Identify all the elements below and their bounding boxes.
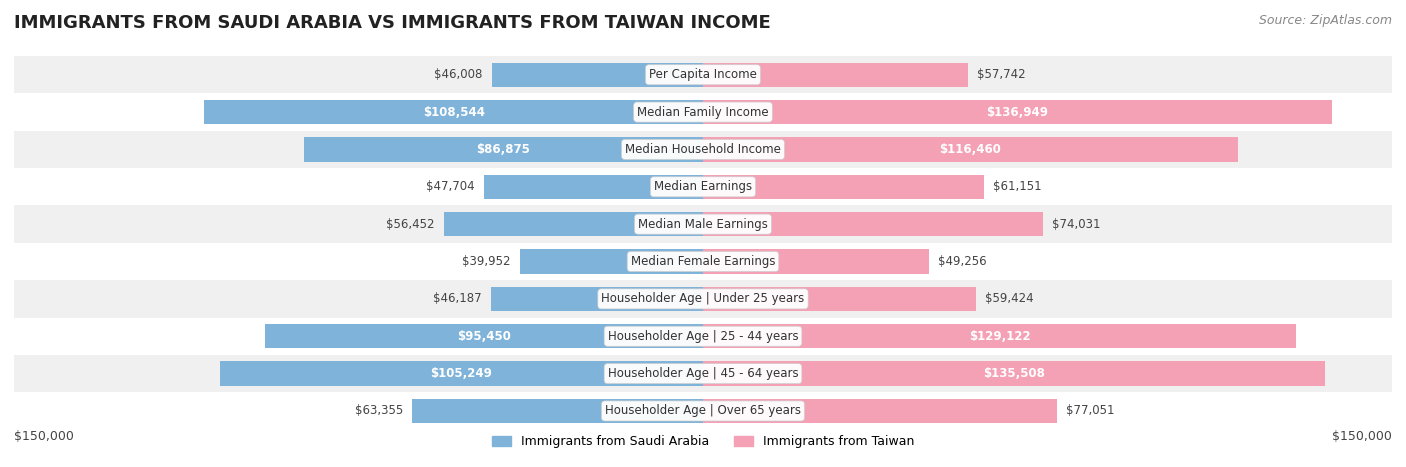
Bar — [412, 399, 703, 423]
Bar — [492, 63, 703, 87]
Bar — [14, 243, 1392, 280]
Text: $116,460: $116,460 — [939, 143, 1001, 156]
Text: $135,508: $135,508 — [983, 367, 1045, 380]
Bar — [304, 137, 703, 162]
Text: $39,952: $39,952 — [461, 255, 510, 268]
Text: Householder Age | Under 25 years: Householder Age | Under 25 years — [602, 292, 804, 305]
Text: Median Family Income: Median Family Income — [637, 106, 769, 119]
Bar — [491, 287, 703, 311]
Bar — [264, 324, 703, 348]
Text: $63,355: $63,355 — [354, 404, 404, 417]
Text: $46,008: $46,008 — [434, 68, 482, 81]
Bar — [14, 56, 1392, 93]
Text: Householder Age | 45 - 64 years: Householder Age | 45 - 64 years — [607, 367, 799, 380]
Bar — [444, 212, 703, 236]
Bar — [703, 175, 984, 199]
Text: $59,424: $59,424 — [986, 292, 1033, 305]
Text: $136,949: $136,949 — [987, 106, 1049, 119]
Bar — [519, 249, 703, 274]
Bar — [14, 93, 1392, 131]
Text: Median Male Earnings: Median Male Earnings — [638, 218, 768, 231]
Text: $86,875: $86,875 — [477, 143, 530, 156]
Text: $74,031: $74,031 — [1052, 218, 1101, 231]
Text: Householder Age | Over 65 years: Householder Age | Over 65 years — [605, 404, 801, 417]
Text: Householder Age | 25 - 44 years: Householder Age | 25 - 44 years — [607, 330, 799, 343]
Bar — [219, 361, 703, 386]
Text: $47,704: $47,704 — [426, 180, 475, 193]
Bar — [703, 287, 976, 311]
Text: $46,187: $46,187 — [433, 292, 482, 305]
Text: $150,000: $150,000 — [14, 430, 75, 443]
Bar — [703, 212, 1043, 236]
Text: Source: ZipAtlas.com: Source: ZipAtlas.com — [1258, 14, 1392, 27]
Bar — [703, 63, 969, 87]
Legend: Immigrants from Saudi Arabia, Immigrants from Taiwan: Immigrants from Saudi Arabia, Immigrants… — [486, 430, 920, 453]
Bar — [204, 100, 703, 124]
Bar — [703, 137, 1237, 162]
Text: $95,450: $95,450 — [457, 330, 510, 343]
Bar — [14, 392, 1392, 430]
Text: Median Household Income: Median Household Income — [626, 143, 780, 156]
Bar — [703, 100, 1331, 124]
Text: $49,256: $49,256 — [938, 255, 987, 268]
Bar — [14, 131, 1392, 168]
Bar — [703, 399, 1057, 423]
Bar — [14, 168, 1392, 205]
Text: Median Earnings: Median Earnings — [654, 180, 752, 193]
Bar — [14, 355, 1392, 392]
Text: IMMIGRANTS FROM SAUDI ARABIA VS IMMIGRANTS FROM TAIWAN INCOME: IMMIGRANTS FROM SAUDI ARABIA VS IMMIGRAN… — [14, 14, 770, 32]
Text: $150,000: $150,000 — [1331, 430, 1392, 443]
Text: $129,122: $129,122 — [969, 330, 1031, 343]
Text: $77,051: $77,051 — [1066, 404, 1115, 417]
Text: Per Capita Income: Per Capita Income — [650, 68, 756, 81]
Bar — [14, 280, 1392, 318]
Text: $57,742: $57,742 — [977, 68, 1026, 81]
Bar — [703, 361, 1326, 386]
Text: $108,544: $108,544 — [423, 106, 485, 119]
Text: $56,452: $56,452 — [387, 218, 434, 231]
Bar — [14, 318, 1392, 355]
Text: Median Female Earnings: Median Female Earnings — [631, 255, 775, 268]
Bar — [484, 175, 703, 199]
Bar — [703, 249, 929, 274]
Bar — [703, 324, 1296, 348]
Text: $61,151: $61,151 — [993, 180, 1042, 193]
Text: $105,249: $105,249 — [430, 367, 492, 380]
Bar — [14, 205, 1392, 243]
